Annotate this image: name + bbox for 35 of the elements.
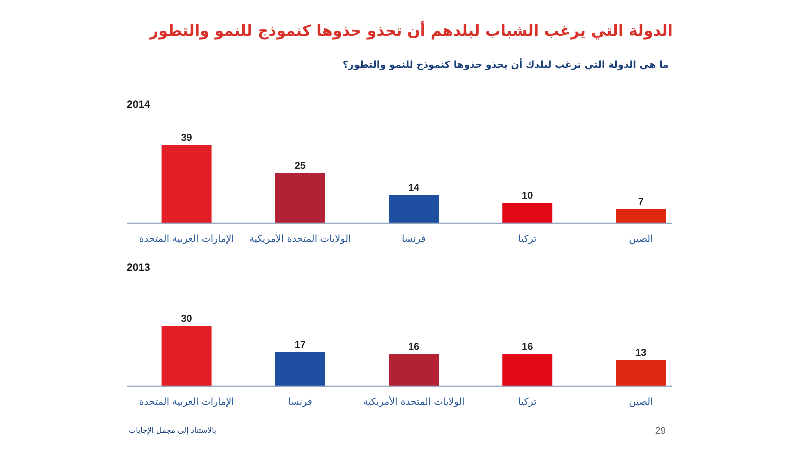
data-label: 16 (408, 342, 420, 353)
chart-title: 2014 (127, 99, 151, 111)
data-label: 39 (181, 133, 193, 144)
x-tick-label: الإمارات العربية المتحدة (139, 397, 234, 408)
data-label: 14 (408, 183, 420, 194)
x-tick-label: الولايات المتحدة الأمريكية (363, 395, 465, 408)
x-tick-label: تركيا (518, 397, 538, 408)
text: 29 (655, 426, 666, 437)
bar (502, 203, 553, 223)
text: ما هي الدولة التي ترغب لبلدك أن يحذو حذوها كنموذج للنمو والتطور؟ (342, 58, 670, 71)
data-label: 13 (636, 348, 648, 359)
x-tick-label: فرنسا (288, 397, 312, 408)
data-label: 30 (181, 314, 193, 325)
bar (162, 326, 212, 386)
data-label: 25 (294, 161, 306, 172)
x-tick-label: الصين (629, 397, 654, 408)
x-tick-label: فرنسا (402, 234, 426, 245)
x-tick-label: الإمارات العربية المتحدة (139, 234, 234, 245)
x-tick-label: الصين (629, 234, 654, 245)
data-label: 10 (522, 191, 534, 202)
text: الدولة التي يرغب الشباب لبلدهم أن تحذو حذوها كنموذج للنمو والتطور (148, 20, 673, 40)
bar (275, 352, 326, 386)
bar (162, 145, 212, 223)
x-tick-label: الولايات المتحدة الأمريكية (250, 232, 352, 245)
bar (389, 354, 439, 386)
data-label: 17 (294, 340, 306, 351)
data-label: 16 (522, 342, 534, 353)
bar (616, 209, 666, 223)
data-label: 7 (638, 197, 644, 208)
bar (616, 360, 666, 386)
bar (389, 195, 439, 223)
bar (502, 354, 553, 386)
chart-title: 2013 (127, 262, 151, 274)
x-tick-label: تركيا (518, 234, 538, 245)
bar (275, 173, 326, 223)
